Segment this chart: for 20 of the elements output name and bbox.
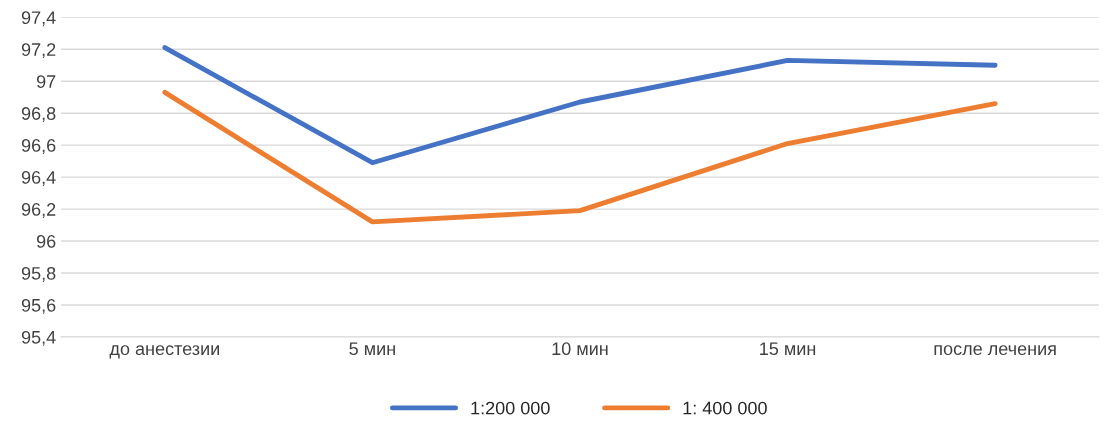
x-tick-label: до анестезии xyxy=(109,345,219,359)
y-tick-label: 95,8 xyxy=(21,266,56,282)
y-tick-label: 96,4 xyxy=(21,171,56,186)
y-tick-label: 96 xyxy=(36,234,56,248)
line-series xyxy=(162,89,998,225)
x-tick-label: 15 мин xyxy=(760,342,816,356)
line-series xyxy=(162,45,998,166)
y-tick-label: 97,2 xyxy=(21,43,56,59)
legend-label: 1: 400 000 xyxy=(683,401,767,415)
y-tick-label: 96,2 xyxy=(21,203,56,218)
x-tick-label: 10 мин xyxy=(552,342,608,356)
x-tick-label: 5 мин xyxy=(349,342,395,356)
legend-label: 1:200 000 xyxy=(471,401,550,415)
y-tick-label: 95,6 xyxy=(21,298,56,314)
x-tick-label: после лечения xyxy=(934,345,1056,356)
y-tick-label: 97 xyxy=(36,75,56,88)
y-tick-label: 97,4 xyxy=(21,11,56,27)
y-tick-label: 96,6 xyxy=(21,139,56,154)
y-tick-label: 96,8 xyxy=(21,107,56,123)
y-tick-label: 95,4 xyxy=(21,330,56,346)
